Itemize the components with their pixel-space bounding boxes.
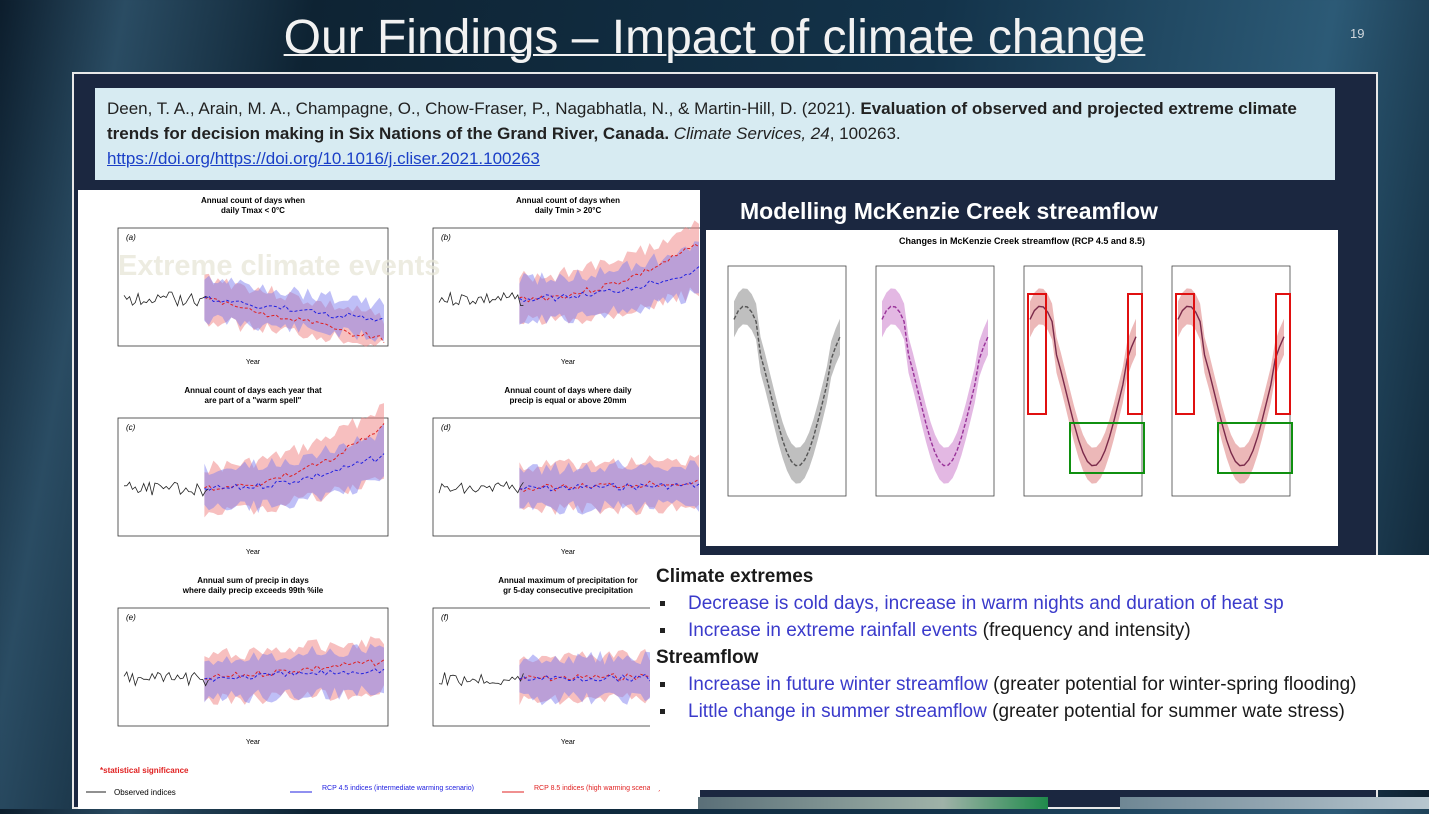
bullet-text: (frequency and intensity) [977, 620, 1190, 641]
observed-line [124, 292, 208, 306]
observed-line [124, 672, 208, 686]
bullet-item: Decrease is cold days, increase in warm … [656, 590, 1429, 617]
citation: Deen, T. A., Arain, M. A., Champagne, O.… [95, 88, 1335, 180]
bullet-highlight: Increase in extreme rainfall events [688, 620, 977, 641]
panel-label: (c) [126, 423, 136, 432]
streamflow-figure: Changes in McKenzie Creek streamflow (RC… [706, 230, 1338, 546]
page-number: 19 [1350, 26, 1364, 41]
legend-rcp85: RCP 8.5 indices (high warming scenario) [534, 785, 661, 792]
citation-volume: 24 [811, 124, 830, 143]
x-axis-label: Year [561, 739, 576, 746]
observed-line [439, 673, 523, 686]
panel-label: (b) [441, 233, 451, 242]
legend-observed: Observed indices [114, 788, 176, 797]
image-strip [698, 797, 1048, 809]
page: Our Findings – Impact of climate change … [0, 0, 1429, 809]
findings: Climate extremes Decrease is cold days, i… [650, 555, 1429, 790]
citation-authors: Deen, T. A., Arain, M. A., Champagne, O.… [107, 99, 856, 118]
panel-label: (d) [441, 423, 451, 432]
x-axis-label: Year [246, 549, 261, 556]
x-axis-label: Year [561, 359, 576, 366]
bullet-highlight: Decrease is cold days, increase in warm … [688, 593, 1284, 614]
bullet-highlight: Little change in summer streamflow [688, 701, 987, 722]
bullet-highlight: Increase in future winter streamflow [688, 674, 988, 695]
x-axis-label: Year [246, 739, 261, 746]
bullet-text: (greater potential for winter-spring flo… [988, 674, 1357, 695]
section-heading: Streamflow [656, 644, 1429, 671]
x-axis-label: Year [561, 549, 576, 556]
streamflow-figure-svg: Changes in McKenzie Creek streamflow (RC… [706, 230, 1338, 546]
legend-significance: *statistical significance [100, 766, 189, 775]
image-strip [1120, 797, 1429, 809]
citation-journal: Climate Services, [674, 124, 806, 143]
subplot-band [734, 288, 840, 483]
bullet-item: Little change in summer streamflow (grea… [656, 698, 1429, 725]
observed-line [124, 482, 208, 496]
observed-line [439, 482, 523, 493]
section-heading: Climate extremes [656, 563, 1429, 590]
bullet-item: Increase in extreme rainfall events (fre… [656, 617, 1429, 644]
observed-line [439, 293, 523, 306]
legend-rcp45: RCP 4.5 indices (intermediate warming sc… [322, 785, 474, 792]
streamflow-heading: Modelling McKenzie Creek streamflow [740, 198, 1158, 225]
bullet-text: (greater potential for summer wate stres… [987, 701, 1345, 722]
rcp45-band [204, 276, 384, 342]
streamflow-figure-title: Changes in McKenzie Creek streamflow (RC… [899, 236, 1145, 246]
bullet-item: Increase in future winter streamflow (gr… [656, 671, 1429, 698]
panel-label: (e) [126, 613, 136, 622]
citation-link[interactable]: https://doi.org/https://doi.org/10.1016/… [107, 149, 540, 168]
panel-label: (f) [441, 613, 449, 622]
citation-article: , 100263. [830, 124, 901, 143]
slide-title: Our Findings – Impact of climate change [0, 10, 1429, 65]
subplot-band [882, 288, 988, 483]
x-axis-label: Year [246, 359, 261, 366]
panel-label: (a) [126, 233, 136, 242]
overlay-label: Extreme climate events [118, 250, 440, 282]
